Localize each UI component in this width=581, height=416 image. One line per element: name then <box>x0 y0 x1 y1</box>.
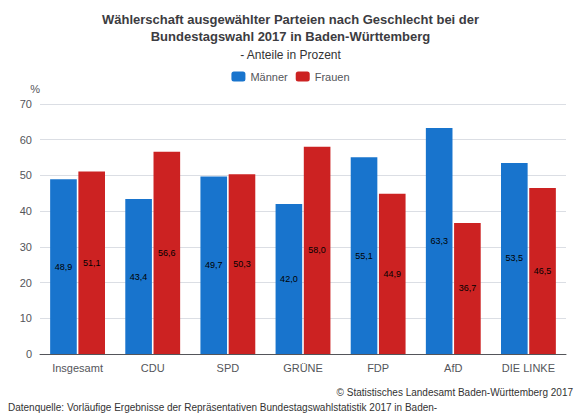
svg-text:43,4: 43,4 <box>130 272 148 282</box>
svg-text:40: 40 <box>20 205 32 217</box>
svg-text:Männer: Männer <box>250 71 288 83</box>
svg-text:AfD: AfD <box>444 362 462 374</box>
svg-text:63,3: 63,3 <box>430 236 448 246</box>
svg-text:60: 60 <box>20 134 32 146</box>
svg-text:CDU: CDU <box>141 362 165 374</box>
svg-text:51,1: 51,1 <box>83 258 101 268</box>
svg-text:42,0: 42,0 <box>280 274 298 284</box>
svg-text:30: 30 <box>20 241 32 253</box>
svg-text:53,5: 53,5 <box>506 253 524 263</box>
svg-text:© Statistisches Landesamt Bade: © Statistisches Landesamt Baden-Württemb… <box>337 387 574 398</box>
svg-text:58,0: 58,0 <box>308 245 326 255</box>
svg-text:10: 10 <box>20 312 32 324</box>
svg-text:SPD: SPD <box>217 362 240 374</box>
svg-text:56,6: 56,6 <box>158 248 176 258</box>
svg-text:0: 0 <box>26 348 32 360</box>
svg-text:FDP: FDP <box>367 362 389 374</box>
svg-text:20: 20 <box>20 277 32 289</box>
svg-text:48,9: 48,9 <box>55 262 73 272</box>
svg-text:- Anteile in Prozent: - Anteile in Prozent <box>240 48 341 62</box>
svg-text:49,7: 49,7 <box>205 260 223 270</box>
svg-text:55,1: 55,1 <box>355 251 373 261</box>
svg-text:44,9: 44,9 <box>383 269 401 279</box>
svg-text:50: 50 <box>20 169 32 181</box>
svg-text:Datenquelle: Vorläufige Ergebn: Datenquelle: Vorläufige Ergebnisse der R… <box>8 402 437 413</box>
svg-text:Frauen: Frauen <box>315 71 350 83</box>
svg-text:DIE LINKE: DIE LINKE <box>502 362 555 374</box>
svg-text:36,7: 36,7 <box>459 283 477 293</box>
svg-text:70: 70 <box>20 98 32 110</box>
svg-text:GRÜNE: GRÜNE <box>283 362 323 374</box>
svg-text:Insgesamt: Insgesamt <box>52 362 103 374</box>
svg-text:50,3: 50,3 <box>233 259 251 269</box>
svg-text:46,5: 46,5 <box>534 266 552 276</box>
svg-text:Wählerschaft ausgewählter Part: Wählerschaft ausgewählter Parteien nach … <box>102 12 479 27</box>
svg-text:Bundestagswahl 2017 in Baden-W: Bundestagswahl 2017 in Baden-Württemberg <box>151 29 431 44</box>
svg-text:%: % <box>30 83 40 95</box>
